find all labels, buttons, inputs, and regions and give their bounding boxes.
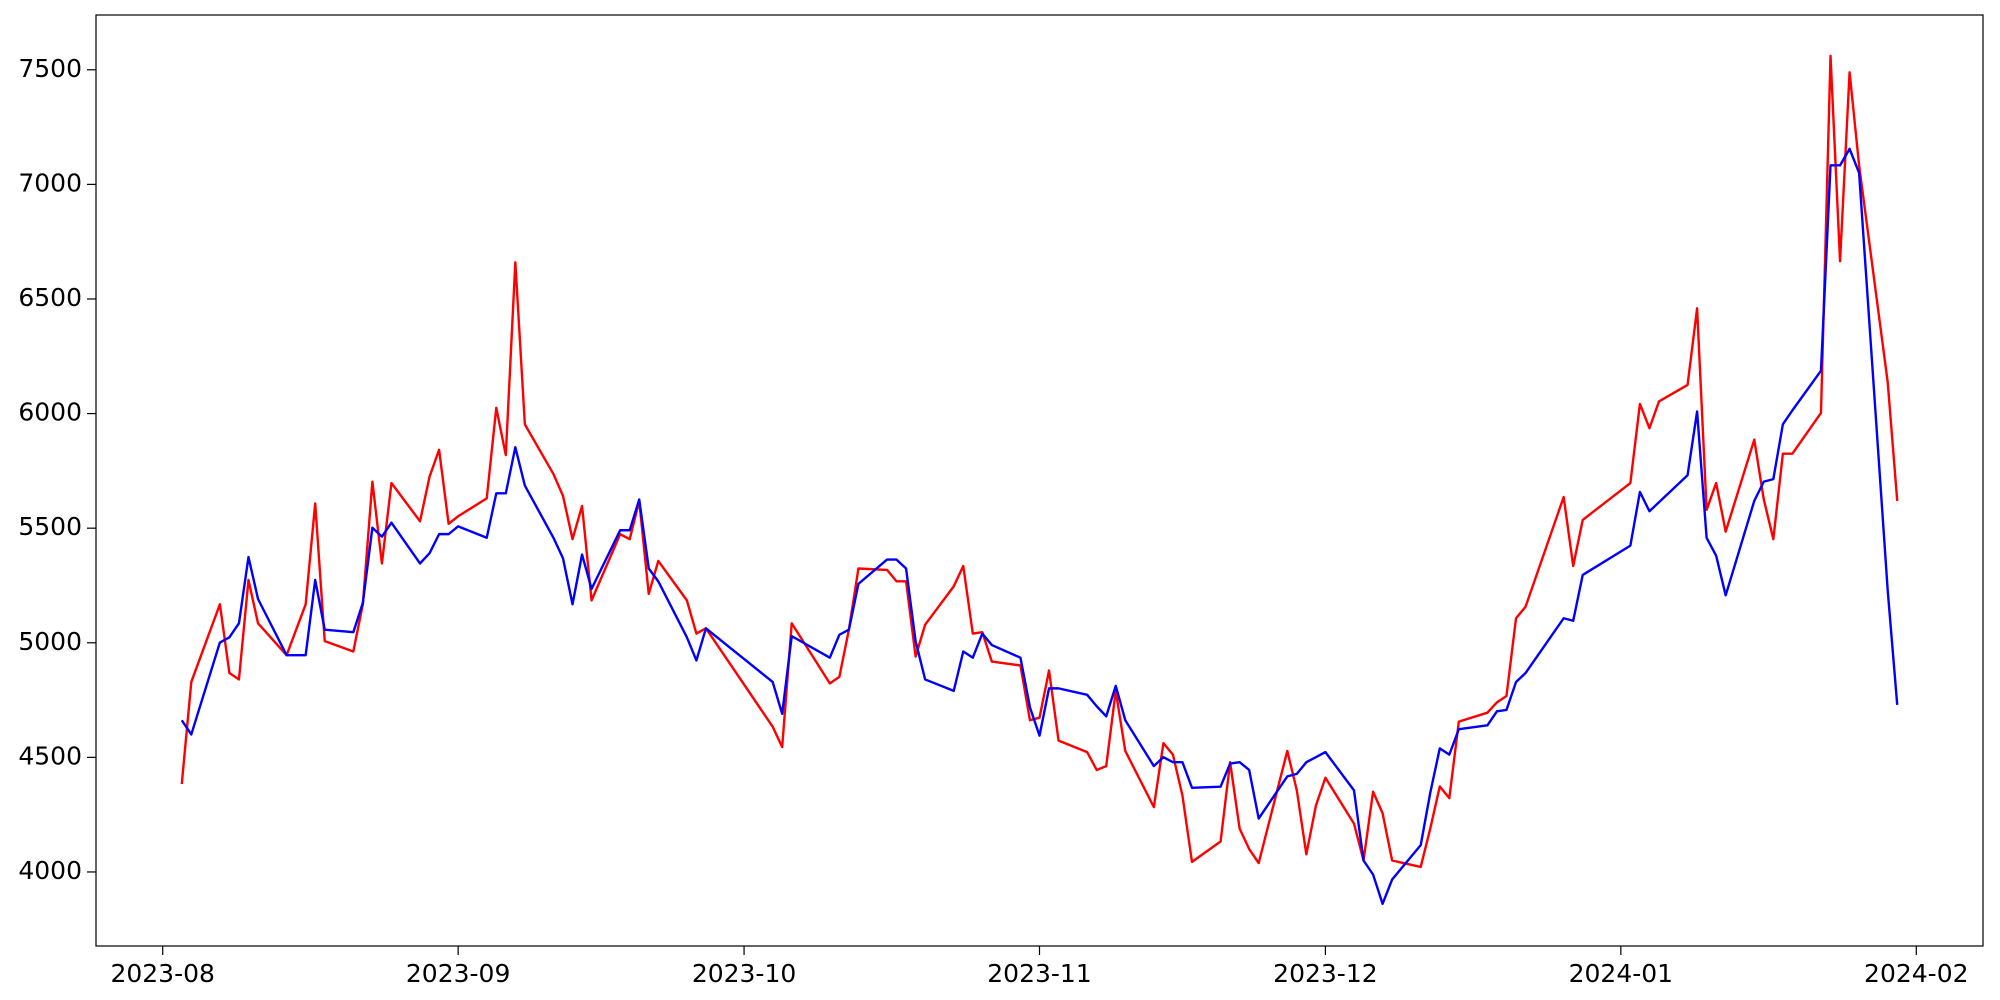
x-tick-label: 2023-11	[987, 959, 1091, 988]
y-tick-label: 4000	[18, 856, 82, 885]
x-tick-label: 2024-01	[1569, 959, 1673, 988]
y-tick-label: 6000	[18, 398, 82, 427]
x-tick-label: 2023-09	[406, 959, 510, 988]
line-series	[180, 54, 1899, 869]
y-tick-label: 5500	[18, 512, 82, 541]
x-tick-label: 2024-02	[1864, 959, 1968, 988]
y-tick-label: 5000	[18, 627, 82, 656]
x-tick-label: 2023-12	[1273, 959, 1377, 988]
line-series	[180, 147, 1899, 906]
x-tick-label: 2023-08	[110, 959, 214, 988]
y-tick-label: 7500	[18, 54, 82, 83]
x-tick-label: 2023-10	[692, 959, 796, 988]
plot-frame	[95, 14, 1984, 947]
y-tick-label: 6500	[18, 283, 82, 312]
y-tick-label: 7000	[18, 168, 82, 197]
y-tick-label: 4500	[18, 741, 82, 770]
